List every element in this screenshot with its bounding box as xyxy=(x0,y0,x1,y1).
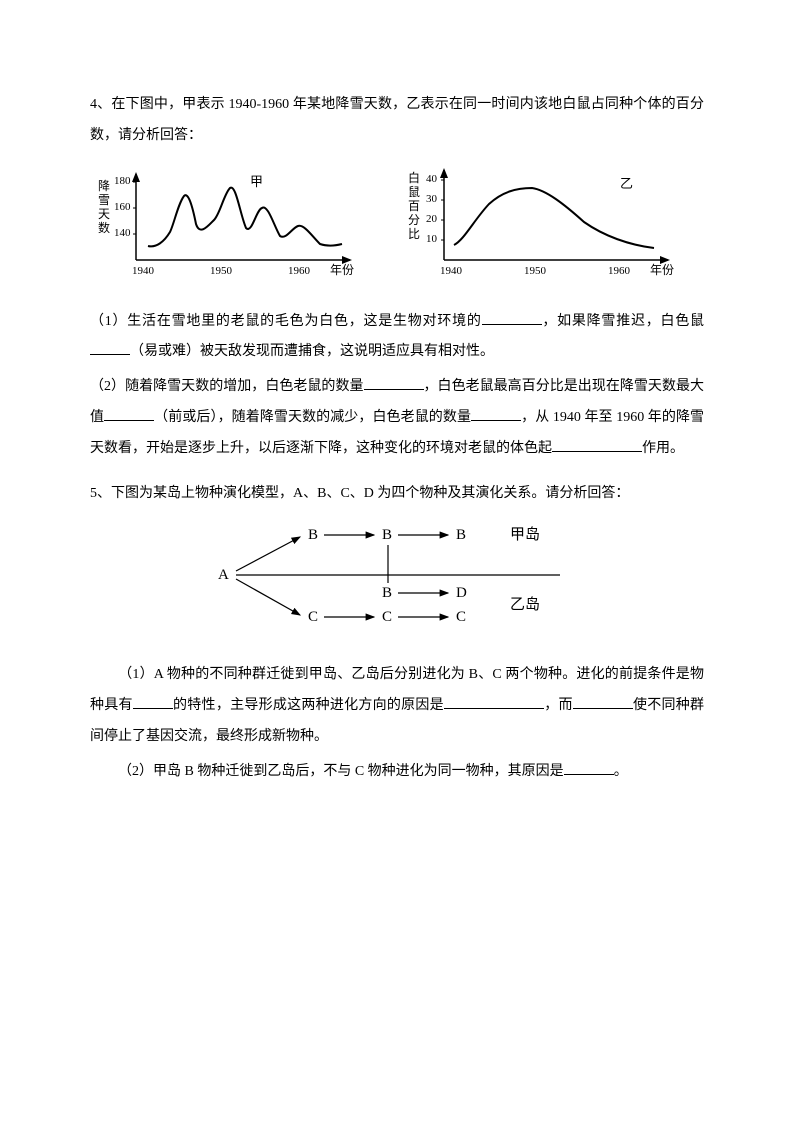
chart-jia-ylabel: 降 xyxy=(98,179,110,193)
chart-jia-label: 甲 xyxy=(250,174,263,189)
q5-intro: 5、下图为某岛上物种演化模型，A、B、C、D 为四个物种及其演化关系。请分析回答… xyxy=(90,479,704,510)
q4-p1a: （1）生活在雪地里的老鼠的毛色为白色，这是生物对环境的 xyxy=(90,314,482,329)
q5-p1b: 的特性，主导形成这两种进化方向的原因是 xyxy=(173,698,444,713)
svg-text:1960: 1960 xyxy=(608,265,631,277)
svg-text:40: 40 xyxy=(426,173,438,185)
svg-text:140: 140 xyxy=(114,227,131,239)
svg-text:180: 180 xyxy=(114,175,131,187)
svg-text:1950: 1950 xyxy=(210,265,233,277)
island-yi: 乙岛 xyxy=(510,596,540,613)
blank xyxy=(564,758,614,774)
q4-p2c: （前或后），随着降雪天数的减少，白色老鼠的数量 xyxy=(154,410,471,425)
q4-p1c: （易或难）被天敌发现而遭捕食，这说明适应具有相对性。 xyxy=(130,344,494,359)
node-c2: C xyxy=(382,609,392,625)
node-b2: B xyxy=(382,527,392,543)
blank xyxy=(104,405,154,421)
node-c1: C xyxy=(308,609,318,625)
chart-jia: 降 雪 天 数 180 160 140 xyxy=(90,160,360,295)
q5-p2: （2）甲岛 B 物种迁徙到乙岛后，不与 C 物种进化为同一物种，其原因是 。 xyxy=(90,757,704,788)
q4-p2e: 作用。 xyxy=(642,441,684,456)
chart-yi-xlabel: 年份 xyxy=(650,263,674,277)
blank xyxy=(573,693,633,709)
svg-text:1940: 1940 xyxy=(132,265,155,277)
chart-yi-label: 乙 xyxy=(620,176,633,191)
charts-row: 降 雪 天 数 180 160 140 xyxy=(90,160,704,295)
node-b3: B xyxy=(456,527,466,543)
q4-p1: （1）生活在雪地里的老鼠的毛色为白色，这是生物对环境的 ，如果降雪推迟，白色鼠 （易… xyxy=(90,307,704,369)
blank xyxy=(90,339,130,355)
svg-text:30: 30 xyxy=(426,193,438,205)
chart-yi-svg: 白 鼠 百 分 比 40 30 20 10 xyxy=(400,160,690,290)
svg-text:1950: 1950 xyxy=(524,265,547,277)
svg-text:10: 10 xyxy=(426,233,438,245)
q4-p1b: ，如果降雪推迟，白色鼠 xyxy=(542,314,704,329)
chart-yi: 白 鼠 百 分 比 40 30 20 10 xyxy=(400,160,690,295)
svg-text:百: 百 xyxy=(408,199,420,213)
node-d: D xyxy=(456,585,467,601)
svg-text:雪: 雪 xyxy=(98,193,110,207)
q5-p2b: 。 xyxy=(614,764,628,779)
q4-p2: （2）随着降雪天数的增加，白色老鼠的数量，白色老鼠最高百分比是出现在降雪天数最大… xyxy=(90,372,704,464)
node-a: A xyxy=(218,567,229,583)
node-b4: B xyxy=(382,585,392,601)
blank xyxy=(133,693,173,709)
node-b1: B xyxy=(308,527,318,543)
q5-diagram-svg: A B B B 甲岛 B D C C C 乙岛 xyxy=(210,517,610,637)
svg-text:天: 天 xyxy=(98,207,110,221)
chart-jia-line xyxy=(148,187,342,246)
svg-text:160: 160 xyxy=(114,201,131,213)
chart-yi-line xyxy=(454,188,654,248)
svg-text:20: 20 xyxy=(426,213,438,225)
svg-text:数: 数 xyxy=(98,220,110,235)
q5-p1c: ，而 xyxy=(544,698,573,713)
q5-diagram: A B B B 甲岛 B D C C C 乙岛 xyxy=(90,517,704,642)
blank xyxy=(482,308,542,324)
q5-p1: （1）A 物种的不同种群迁徙到甲岛、乙岛后分别进化为 B、C 两个物种。进化的前… xyxy=(90,660,704,752)
blank xyxy=(444,693,544,709)
blank xyxy=(471,405,521,421)
svg-text:分: 分 xyxy=(408,213,420,227)
chart-jia-svg: 降 雪 天 数 180 160 140 xyxy=(90,160,360,290)
q5-p2a: （2）甲岛 B 物种迁徙到乙岛后，不与 C 物种进化为同一物种，其原因是 xyxy=(118,764,564,779)
q4-p2a: （2）随着降雪天数的增加，白色老鼠的数量 xyxy=(90,379,364,394)
svg-text:鼠: 鼠 xyxy=(408,185,420,199)
chart-jia-xlabel: 年份 xyxy=(330,263,354,277)
svg-text:1960: 1960 xyxy=(288,265,311,277)
chart-yi-ylabel: 白 xyxy=(408,170,420,185)
blank xyxy=(552,435,642,451)
blank xyxy=(364,374,424,390)
svg-text:1940: 1940 xyxy=(440,265,463,277)
q4-intro: 4、在下图中，甲表示 1940-1960 年某地降雪天数，乙表示在同一时间内该地… xyxy=(90,90,704,152)
node-c3: C xyxy=(456,609,466,625)
svg-text:比: 比 xyxy=(408,227,420,241)
island-jia: 甲岛 xyxy=(510,526,540,543)
